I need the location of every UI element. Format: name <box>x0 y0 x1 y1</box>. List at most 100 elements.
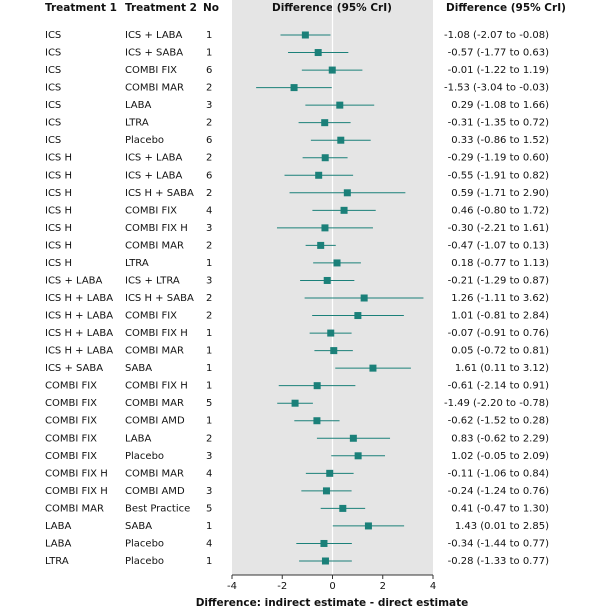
x-axis-title: Difference: indirect estimate - direct e… <box>196 597 469 609</box>
estimate-label: -0.07 (-0.91 to 0.76) <box>448 328 549 339</box>
x-tick-label: -4 <box>227 581 237 592</box>
estimate-label: -1.53 (-3.04 to -0.03) <box>444 83 549 94</box>
estimate-marker <box>313 382 321 390</box>
treatment-2: COMBI FIX H <box>125 328 188 339</box>
estimate-marker <box>321 154 329 162</box>
treatment-2: COMBI MAR <box>125 398 184 409</box>
treatment-1: ICS H + LABA <box>45 311 113 322</box>
estimate-marker <box>315 171 323 179</box>
study-count: 5 <box>206 398 212 409</box>
estimate-label: -0.47 (-1.07 to 0.13) <box>448 240 549 251</box>
x-tick-label: 4 <box>430 581 436 592</box>
estimate-label: -0.28 (-1.33 to 0.77) <box>448 556 549 567</box>
estimate-label: 0.33 (-0.86 to 1.52) <box>451 135 549 146</box>
study-count: 2 <box>206 153 212 164</box>
estimate-label: -0.30 (-2.21 to 1.61) <box>448 223 549 234</box>
treatment-2: LABA <box>125 433 152 444</box>
treatment-2: Placebo <box>125 538 164 549</box>
x-tick-label: 0 <box>329 581 335 592</box>
treatment-1: COMBI FIX H <box>45 486 108 497</box>
header: Treatment 2 <box>125 2 197 14</box>
treatment-2: COMBI FIX H <box>125 223 188 234</box>
estimate-label: 1.26 (-1.11 to 3.62) <box>451 293 549 304</box>
estimate-label: 0.41 (-0.47 to 1.30) <box>451 503 549 514</box>
estimate-label: -0.01 (-1.22 to 1.19) <box>448 65 549 76</box>
study-count: 6 <box>206 135 212 146</box>
treatment-1: COMBI FIX <box>45 416 97 427</box>
estimate-label: 1.01 (-0.81 to 2.84) <box>451 311 549 322</box>
treatment-2: ICS H + SABA <box>125 188 194 199</box>
treatment-1: ICS <box>45 48 61 59</box>
estimate-marker <box>301 31 309 39</box>
estimate-label: -0.57 (-1.77 to 0.63) <box>448 48 549 59</box>
treatment-1: ICS H <box>45 188 72 199</box>
treatment-1: ICS H <box>45 240 72 251</box>
treatment-1: ICS H + LABA <box>45 346 113 357</box>
treatment-2: COMBI AMD <box>125 416 185 427</box>
treatment-2: ICS + SABA <box>125 48 183 59</box>
treatment-2: LABA <box>125 100 152 111</box>
study-count: 2 <box>206 240 212 251</box>
treatment-2: SABA <box>125 363 152 374</box>
treatment-2: LTRA <box>125 258 149 269</box>
treatment-1: ICS <box>45 135 61 146</box>
study-count: 1 <box>206 363 212 374</box>
estimate-label: 0.83 (-0.62 to 2.29) <box>451 433 549 444</box>
study-count: 4 <box>206 538 212 549</box>
study-count: 3 <box>206 223 212 234</box>
estimate-label: 1.61 (0.11 to 3.12) <box>455 363 549 374</box>
study-count: 4 <box>206 468 212 479</box>
estimate-marker <box>320 539 328 547</box>
estimate-marker <box>323 276 331 284</box>
treatment-1: ICS H + LABA <box>45 328 113 339</box>
treatment-2: ICS + LABA <box>125 153 183 164</box>
treatment-1: ICS H + LABA <box>45 293 113 304</box>
estimate-label: -0.21 (-1.29 to 0.87) <box>448 275 549 286</box>
treatment-2: COMBI FIX <box>125 205 177 216</box>
estimate-marker <box>337 136 345 144</box>
treatment-2: COMBI MAR <box>125 346 184 357</box>
estimate-marker <box>321 119 329 127</box>
estimate-marker <box>343 189 351 197</box>
study-count: 1 <box>206 381 212 392</box>
estimate-label: 1.43 (0.01 to 2.85) <box>455 521 549 532</box>
x-tick-label: 2 <box>380 581 386 592</box>
estimate-label: 0.29 (-1.08 to 1.66) <box>451 100 549 111</box>
study-count: 1 <box>206 521 212 532</box>
estimate-label: 0.05 (-0.72 to 0.81) <box>451 346 549 357</box>
study-count: 2 <box>206 293 212 304</box>
estimate-label: -0.31 (-1.35 to 0.72) <box>448 118 549 129</box>
treatment-1: ICS <box>45 118 61 129</box>
treatment-1: ICS <box>45 65 61 76</box>
study-count: 1 <box>206 30 212 41</box>
estimate-marker <box>291 399 299 407</box>
study-count: 2 <box>206 118 212 129</box>
estimate-marker <box>321 557 329 565</box>
study-count: 3 <box>206 275 212 286</box>
treatment-1: COMBI FIX <box>45 451 97 462</box>
treatment-1: COMBI MAR <box>45 503 104 514</box>
estimate-label: -1.08 (-2.07 to -0.08) <box>444 30 549 41</box>
treatment-1: LABA <box>45 538 72 549</box>
treatment-1: ICS <box>45 83 61 94</box>
estimate-marker <box>290 84 298 92</box>
study-count: 3 <box>206 100 212 111</box>
estimate-marker <box>364 522 372 530</box>
estimate-marker <box>326 469 334 477</box>
treatment-2: Best Practice <box>125 503 190 514</box>
estimate-label: -0.62 (-1.52 to 0.28) <box>448 416 549 427</box>
treatment-1: ICS H <box>45 258 72 269</box>
study-count: 1 <box>206 346 212 357</box>
estimate-label: 0.59 (-1.71 to 2.90) <box>451 188 549 199</box>
study-count: 2 <box>206 311 212 322</box>
x-tick-label: -2 <box>277 581 287 592</box>
header: Treatment 1 <box>45 2 117 14</box>
estimate-label: 1.02 (-0.05 to 2.09) <box>451 451 549 462</box>
treatment-2: COMBI MAR <box>125 83 184 94</box>
study-count: 5 <box>206 503 212 514</box>
estimate-marker <box>340 206 348 214</box>
study-count: 1 <box>206 416 212 427</box>
estimate-marker <box>333 259 341 267</box>
treatment-2: ICS H + SABA <box>125 293 194 304</box>
